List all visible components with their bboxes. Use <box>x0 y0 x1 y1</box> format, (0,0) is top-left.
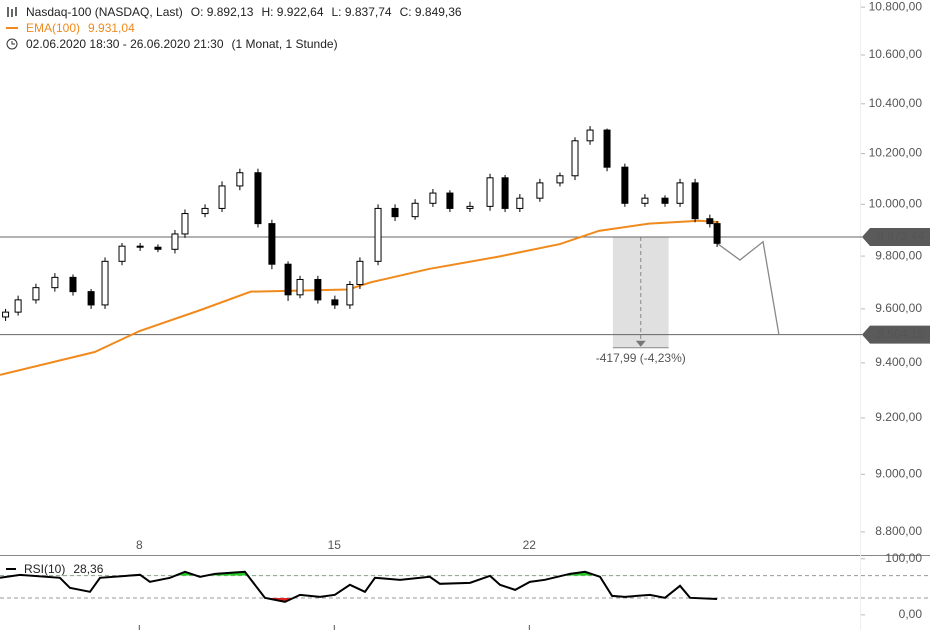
candle-body <box>501 177 509 209</box>
candle-body <box>391 207 399 218</box>
candle-body <box>466 205 474 209</box>
date-range: 02.06.2020 18:30 - 26.06.2020 21:30 <box>26 37 224 51</box>
legend-value: 28,36 <box>73 562 104 576</box>
y-tick-label: 9.000,00 <box>875 466 922 480</box>
candle-body <box>621 166 629 204</box>
ema-line <box>0 219 719 376</box>
y-tick-label: 10.200,00 <box>869 146 923 160</box>
candle-body <box>268 223 276 265</box>
candle-body <box>236 172 244 187</box>
y-tick-label: 10.600,00 <box>869 47 923 61</box>
candle-body <box>374 207 382 262</box>
x-tick-label: 8 <box>136 538 143 552</box>
level-label: 9.873,44 <box>877 229 924 243</box>
candle-body <box>571 140 579 177</box>
candle-body <box>356 260 364 285</box>
ema-legend: EMA(100) 9.931,04 <box>6 21 135 35</box>
candle-body <box>69 276 77 293</box>
ohlc: L: 9.837,74 <box>331 5 392 19</box>
candle-body <box>603 129 611 168</box>
y-tick-label: 9.400,00 <box>875 355 922 369</box>
rsi-line <box>0 570 718 603</box>
level-tag <box>862 227 930 246</box>
legend-value: 9.931,04 <box>88 21 135 35</box>
y-tick-label: 100,00 <box>885 551 922 565</box>
legend-name: RSI(10) <box>24 562 66 576</box>
measure-arrowhead <box>635 340 646 347</box>
candle-body <box>691 182 699 220</box>
candle-body <box>556 175 564 184</box>
ohlc: H: 9.922,64 <box>261 5 324 19</box>
candle-body <box>661 197 669 204</box>
candle-body <box>641 197 649 204</box>
candle-body <box>14 299 22 313</box>
candle-body <box>331 299 339 306</box>
legend-swatch <box>6 568 16 570</box>
level-label: 9.504,15 <box>877 327 924 341</box>
candle-body <box>32 287 40 301</box>
candle-body <box>87 291 95 306</box>
candle-body <box>154 246 162 250</box>
candle-body <box>446 192 454 209</box>
candle-body <box>181 213 189 235</box>
candle-body <box>713 223 721 244</box>
candle-body <box>101 260 109 306</box>
y-tick-label: 9.600,00 <box>875 301 922 315</box>
candle-body <box>586 129 594 142</box>
instrument: Nasdaq-100 (NASDAQ, Last) <box>26 5 183 19</box>
ohlc: O: 9.892,13 <box>190 5 254 19</box>
candle-body <box>136 245 144 248</box>
candle-body <box>411 202 419 218</box>
candle-icon <box>7 7 17 17</box>
candle-body <box>676 182 684 204</box>
candle-body <box>516 197 524 209</box>
level-tag <box>862 325 930 344</box>
x-tick-label: 22 <box>523 538 537 552</box>
period: (1 Monat, 1 Stunde) <box>231 37 338 51</box>
y-tick-label: 9.800,00 <box>875 248 922 262</box>
projection-line <box>716 240 780 335</box>
candle-body <box>536 182 544 199</box>
candle-body <box>2 311 10 318</box>
candle-body <box>51 276 59 289</box>
period-row: 02.06.2020 18:30 - 26.06.2020 21:30 (1 M… <box>6 37 338 51</box>
y-tick-label: 8.800,00 <box>875 524 922 538</box>
candle-body <box>296 278 304 296</box>
candle-body <box>284 263 292 296</box>
clock-icon <box>6 38 18 50</box>
y-tick-label: 0,00 <box>899 607 923 621</box>
y-tick-label: 9.200,00 <box>875 410 922 424</box>
candle-body <box>706 218 714 225</box>
legend-swatch <box>6 27 18 29</box>
candle-body <box>118 245 126 262</box>
candle-body <box>218 185 226 209</box>
measure-label: -417,99 (-4,23%) <box>596 351 686 365</box>
candle-body <box>429 192 437 204</box>
candle-body <box>314 278 322 301</box>
y-tick-label: 10.800,00 <box>869 0 923 13</box>
x-tick-label: 15 <box>328 538 342 552</box>
legend-name: EMA(100) <box>26 21 81 35</box>
candle-body <box>171 233 179 250</box>
candle-body <box>201 207 209 215</box>
rsi-legend: RSI(10) 28,36 <box>6 562 103 576</box>
y-tick-label: 10.400,00 <box>869 96 923 110</box>
ohlc: C: 9.849,36 <box>399 5 462 19</box>
candle-body <box>254 172 262 225</box>
candle-body <box>486 177 494 207</box>
candle-body <box>346 283 354 306</box>
header-row: Nasdaq-100 (NASDAQ, Last) O: 9.892,13 H:… <box>6 5 462 19</box>
y-tick-label: 10.000,00 <box>869 196 923 210</box>
